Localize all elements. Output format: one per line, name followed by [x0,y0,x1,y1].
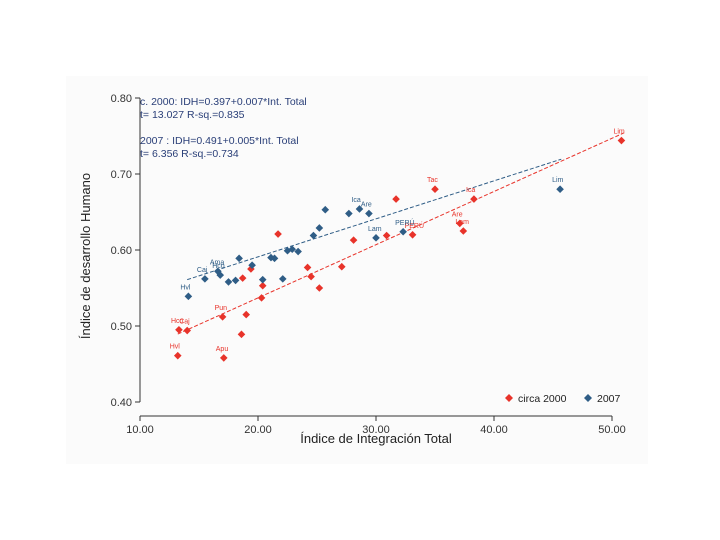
point-2007 [231,276,240,285]
point-2007 [270,254,279,263]
point-2007 [309,231,318,240]
point-2007 [201,275,209,283]
point-circa-2000 [175,326,183,334]
scatter-chart: 0.40 0.50 0.60 0.70 0.80 10.00 20.00 30.00 40.0… [78,93,626,446]
annotation-line-2: t= 13.027 R-sq.=0.835 [140,109,245,121]
point-2007 [235,254,243,263]
legend-marker-2007 [584,394,592,402]
y-tick-label: 0.60 [111,245,132,257]
point-label-circa-2000: Lam [455,219,469,226]
y-tick-label: 0.80 [111,93,132,105]
point-label-circa-2000: Apu [216,346,229,353]
point-2007 [278,275,287,283]
point-circa-2000 [349,236,358,244]
data-points [173,136,626,362]
point-label-2007: Hvl [180,284,191,291]
legend-label-2007: 2007 [597,393,621,405]
annotation-line-4: t= 6.356 R-sq.=0.734 [140,148,239,160]
y-ticks: 0.40 0.50 0.60 0.70 0.80 [111,93,140,409]
x-tick-label: 50.00 [598,424,626,436]
legend-label-circa-2000: circa 2000 [518,393,567,405]
x-tick-label: 40.00 [480,424,508,436]
point-label-2007: PERÚ [395,218,414,227]
point-label-2007: Are [361,202,372,209]
point-circa-2000 [459,227,468,235]
point-label-circa-2000: Ica [466,187,475,194]
point-label-circa-2000: Hvl [170,344,181,351]
fit-line-2007 [187,158,562,281]
point-label-circa-2000: Tac [427,177,438,184]
y-tick-label: 0.70 [111,169,132,181]
point-labels: HvlHcoCajApuPunPERÚTacAreLamIcaLimHvlCaj… [170,129,625,353]
point-circa-2000 [242,310,250,319]
point-2007 [399,227,407,236]
point-2007 [224,278,233,286]
point-2007 [216,271,225,279]
point-2007 [258,275,267,284]
point-2007 [288,245,297,254]
point-circa-2000 [218,313,227,321]
point-circa-2000 [392,195,400,203]
fit-lines [177,132,625,335]
point-label-2007: Lam [368,226,382,233]
point-circa-2000 [257,294,266,302]
point-2007 [184,292,193,301]
point-circa-2000 [173,351,182,360]
x-axis-title: Índice de Integración Total [300,431,452,446]
point-label-circa-2000: Caj [179,319,190,326]
point-label-circa-2000: Are [452,211,463,218]
point-label-2007: Lim [552,177,563,184]
point-label-circa-2000: Pun [215,305,228,312]
y-tick-label: 0.50 [111,321,132,333]
point-2007 [294,247,302,256]
point-label-circa-2000: PERÚ [405,221,424,230]
point-2007 [345,209,353,218]
point-circa-2000 [258,281,267,290]
y-axis-title: Índice de desarrollo Humano [78,173,93,339]
point-circa-2000 [431,185,439,193]
point-label-2007: Ica [351,197,360,204]
point-2007 [214,267,222,276]
point-circa-2000 [337,262,346,271]
point-2007 [365,209,373,218]
point-circa-2000 [183,326,191,335]
point-circa-2000 [219,354,228,362]
point-2007 [315,224,324,232]
point-label-2007: Caj [197,267,208,274]
point-circa-2000 [307,272,315,281]
point-label-circa-2000: Lim [613,129,624,136]
point-circa-2000 [315,284,324,292]
point-circa-2000 [238,274,247,282]
point-2007 [355,205,364,213]
point-2007 [267,253,275,262]
point-label-2007: Hco [212,263,225,270]
point-2007 [321,205,330,214]
x-tick-label: 30.00 [362,424,390,436]
point-circa-2000 [408,231,417,239]
point-circa-2000 [617,136,626,145]
point-2007 [372,234,380,242]
point-circa-2000 [303,263,312,272]
chart-panel: 0.40 0.50 0.60 0.70 0.80 10.00 20.00 30.00 40.0… [66,76,648,464]
x-tick-label: 20.00 [244,424,272,436]
point-circa-2000 [455,219,464,228]
point-circa-2000 [274,230,282,238]
point-circa-2000 [382,231,391,240]
x-tick-label: 10.00 [126,424,154,436]
point-2007 [248,261,256,269]
legend-marker-circa-2000 [505,394,513,402]
y-tick-label: 0.40 [111,397,132,409]
point-label-circa-2000: Hco [171,318,184,325]
annotation-line-3: 2007 : IDH=0.491+0.005*Int. Total [140,135,299,147]
point-circa-2000 [237,330,246,339]
legend: circa 2000 2007 [505,393,621,405]
point-label-2007: Ama [210,259,225,266]
point-2007 [556,185,564,193]
x-ticks: 10.00 20.00 30.00 40.00 50.00 [126,416,626,436]
fit-line-circa-2000 [177,132,625,335]
annotation-line-1: c. 2000: IDH=0.397+0.007*Int. Total [140,96,307,108]
